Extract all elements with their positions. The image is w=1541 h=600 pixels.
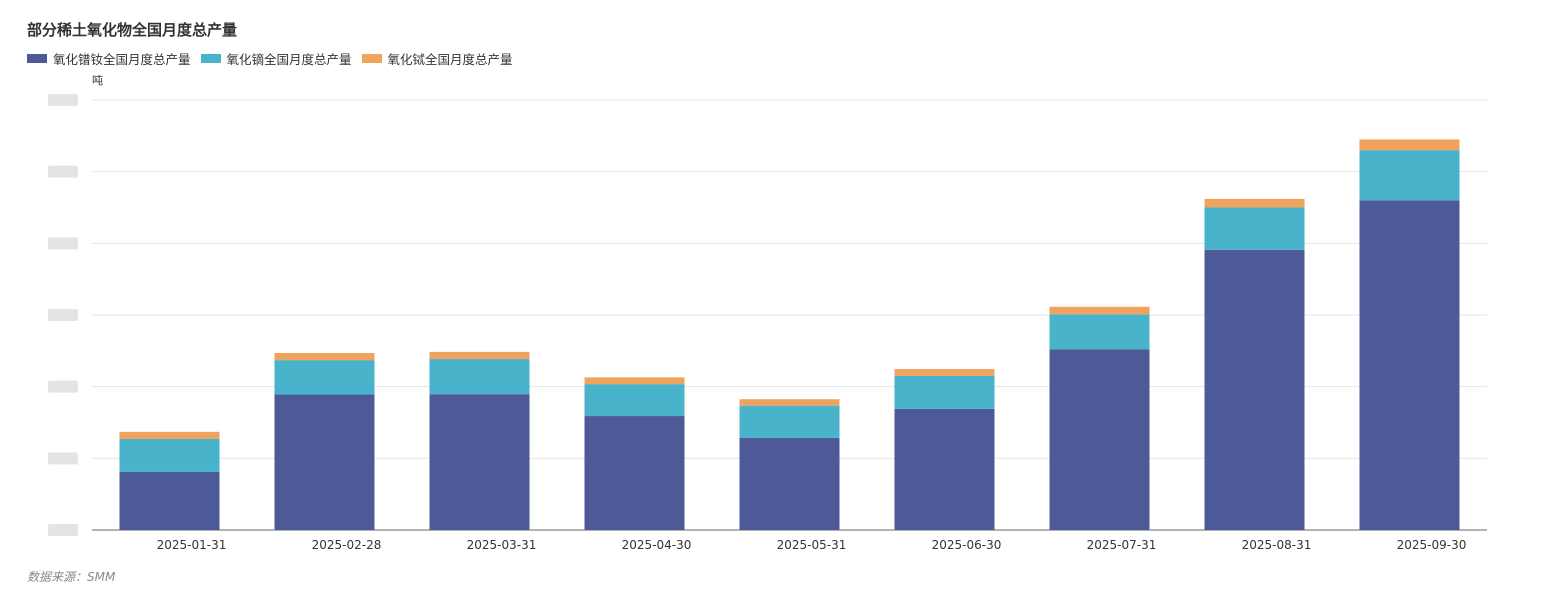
bar-2-2025-01-31 [119,431,220,439]
legend: 氧化镨钕全国月度总产量 氧化镝全国月度总产量 氧化铽全国月度总产量 [27,49,515,68]
y-tick-label-obscured [48,237,78,250]
x-tick-label: 2025-09-30 [1397,538,1467,552]
bar-1-2025-06-30 [894,375,995,409]
bar-0-2025-09-30 [1359,200,1460,531]
y-tick-label-obscured [48,165,78,178]
bar-1-2025-07-31 [1049,314,1150,350]
bar-2-2025-06-30 [894,369,995,376]
y-tick-label-obscured [48,524,78,536]
bar-2-2025-08-31 [1204,198,1305,208]
x-tick-label: 2025-08-31 [1242,538,1312,552]
data-source: 数据来源：SMM [27,570,116,584]
legend-label: 氧化铽全国月度总产量 [387,52,513,67]
x-tick-label: 2025-03-31 [467,538,537,552]
y-axis-unit: 吨 [92,74,103,87]
bar-0-2025-06-30 [894,408,995,530]
legend-swatch [361,54,382,63]
bar-1-2025-08-31 [1204,207,1305,250]
legend-item-1[interactable]: 氧化镝全国月度总产量 [200,49,352,68]
bar-0-2025-07-31 [1049,349,1150,530]
legend-label: 氧化镝全国月度总产量 [226,52,352,67]
x-tick-label: 2025-01-31 [157,538,227,552]
bar-1-2025-04-30 [584,384,685,417]
x-tick-label: 2025-07-31 [1087,538,1157,552]
bar-0-2025-02-28 [274,394,375,530]
bar-0-2025-08-31 [1204,249,1305,531]
x-tick-label: 2025-06-30 [932,538,1002,552]
bar-1-2025-01-31 [119,438,220,472]
y-tick-label-obscured [48,94,78,106]
legend-label: 氧化镨钕全国月度总产量 [53,52,191,67]
x-tick-label: 2025-02-28 [312,538,382,552]
bar-2-2025-09-30 [1359,139,1460,151]
y-tick-label-obscured [48,452,78,465]
bar-2-2025-05-31 [739,399,840,406]
y-tick-label-obscured [48,309,78,321]
legend-swatch [27,54,47,63]
bar-2-2025-03-31 [429,351,530,360]
legend-item-2[interactable]: 氧化铽全国月度总产量 [361,49,513,68]
bar-0-2025-05-31 [739,437,840,530]
legend-swatch [200,54,221,63]
bar-0-2025-04-30 [584,416,685,530]
bar-2-2025-04-30 [584,377,685,385]
bar-0-2025-03-31 [429,394,530,530]
bar-1-2025-03-31 [429,359,530,395]
legend-item-0[interactable]: 氧化镨钕全国月度总产量 [27,49,191,68]
bar-1-2025-02-28 [274,360,375,395]
chart-title: 部分稀土氧化物全国月度总产量 [27,21,238,39]
bar-1-2025-09-30 [1359,150,1460,201]
bar-2-2025-07-31 [1049,306,1150,315]
bar-1-2025-05-31 [739,405,840,438]
bar-0-2025-01-31 [119,471,220,530]
y-tick-label-obscured [48,380,78,393]
x-tick-label: 2025-04-30 [622,538,692,552]
bar-2-2025-02-28 [274,352,375,361]
x-tick-label: 2025-05-31 [777,538,847,552]
